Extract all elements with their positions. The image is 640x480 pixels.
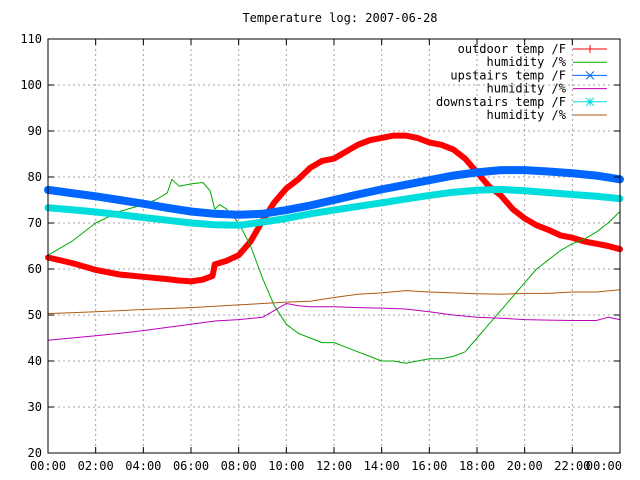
x-tick-label: 18:00 [459, 459, 495, 473]
y-tick-label: 100 [20, 78, 42, 92]
legend-label: humidity /% [487, 108, 567, 122]
y-tick-label: 40 [28, 354, 42, 368]
x-tick-label: 02:00 [78, 459, 114, 473]
chart-title: Temperature log: 2007-06-28 [242, 11, 437, 25]
series-line-2 [47, 178, 621, 364]
y-tick-label: 30 [28, 400, 42, 414]
legend-label: humidity /% [487, 82, 567, 96]
legend-label: outdoor temp /F [458, 42, 566, 56]
series-line-6 [47, 289, 621, 315]
y-tick-label: 60 [28, 262, 42, 276]
x-tick-label: 20:00 [507, 459, 543, 473]
y-tick-label: 80 [28, 170, 42, 184]
x-tick-label: 14:00 [364, 459, 400, 473]
x-tick-label: 22:00 [554, 459, 590, 473]
legend-label: humidity /% [487, 55, 567, 69]
legend-marker-star-icon [585, 97, 595, 107]
x-tick-label: 08:00 [221, 459, 257, 473]
y-tick-label: 20 [28, 446, 42, 460]
series-line-5 [44, 185, 624, 229]
y-tick-label: 110 [20, 32, 42, 46]
x-tick-label: 12:00 [316, 459, 352, 473]
series-line-4 [47, 303, 621, 341]
x-tick-label: 10:00 [268, 459, 304, 473]
x-tick-label: 00:00 [586, 459, 622, 473]
x-axis-ticks: 00:00 02:00 04:00 06:00 08:00 10:00 12:00 14:00… [30, 39, 622, 473]
y-tick-label: 70 [28, 216, 42, 230]
x-tick-label: 04:00 [125, 459, 161, 473]
series-line-3 [44, 166, 624, 219]
y-tick-label: 90 [28, 124, 42, 138]
legend-marker-plus-icon [586, 45, 594, 53]
series-line-1 [45, 132, 623, 285]
x-tick-label: 16:00 [411, 459, 447, 473]
x-tick-label: 06:00 [173, 459, 209, 473]
legend-label: upstairs temp /F [450, 68, 566, 82]
legend-label: downstairs temp /F [436, 95, 566, 109]
grid-layer [48, 39, 620, 453]
legend-marker-x-icon [585, 71, 595, 80]
y-axis-ticks: 20 30 40 50 60 70 80 90 100 110 [20, 32, 620, 460]
series-layer [44, 132, 624, 364]
x-tick-label: 00:00 [30, 459, 66, 473]
y-tick-label: 50 [28, 308, 42, 322]
